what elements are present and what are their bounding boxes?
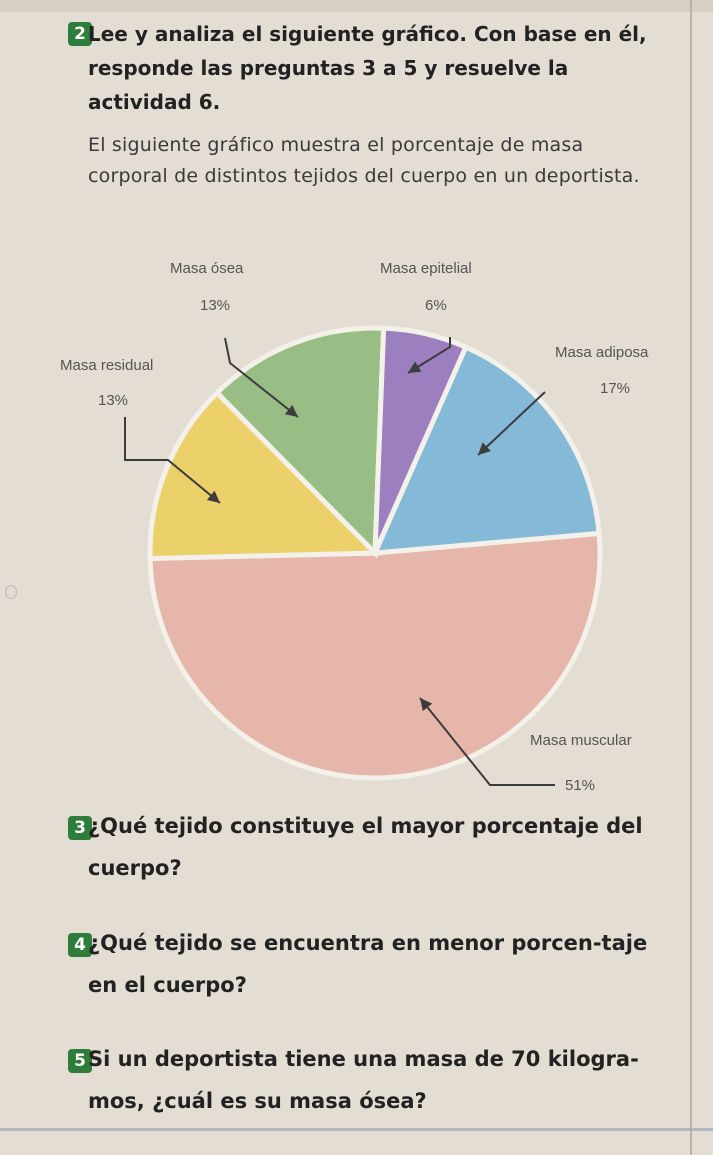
activity-title: Lee y analiza el siguiente gráfico. Con … — [88, 22, 647, 114]
arrowhead-masa-residual — [206, 490, 220, 503]
pie-slice-masa-residual — [147, 389, 381, 562]
slice-percent-masa-adiposa: 17% — [600, 380, 630, 397]
slice-percent-masa-osea: 13% — [200, 297, 230, 314]
arrow-masa-osea — [224, 337, 299, 418]
page-bottom-rule — [0, 1128, 713, 1131]
arrowhead-masa-adiposa — [478, 442, 491, 455]
arrowhead-masa-muscular — [420, 698, 433, 712]
question-4-number-badge: 4 — [68, 933, 92, 957]
question-3-number-badge: 3 — [68, 816, 92, 840]
question-4-text: ¿Qué tejido se encuentra en menor porcen… — [88, 931, 648, 997]
pie-slice-masa-muscular — [147, 530, 603, 781]
page-top-strip — [0, 0, 713, 12]
slice-name-masa-muscular: Masa muscular — [530, 732, 632, 749]
arrow-masa-residual — [124, 417, 221, 504]
pie-chart: Masa muscular 51% Masa residual 13% Masa óse… — [60, 260, 649, 794]
arrowhead-masa-osea — [284, 404, 298, 417]
question-3-text: ¿Qué tejido constituye el mayor porcenta… — [88, 814, 643, 880]
slice-percent-masa-epitelial: 6% — [425, 297, 447, 314]
arrow-masa-epitelial — [407, 337, 451, 374]
margin-mark — [5, 585, 17, 599]
arrow-masa-muscular — [419, 697, 555, 786]
arrow-masa-adiposa — [477, 391, 546, 456]
pie-slice-masa-osea — [213, 325, 387, 559]
page-right-edge — [690, 0, 692, 1155]
arrowhead-masa-epitelial — [408, 361, 422, 373]
slice-percent-masa-residual: 13% — [98, 392, 128, 409]
slice-name-masa-osea: Masa ósea — [170, 260, 244, 277]
question-5-number-badge: 5 — [68, 1049, 92, 1073]
slice-name-masa-adiposa: Masa adiposa — [555, 344, 649, 361]
slice-name-masa-epitelial: Masa epitelial — [380, 260, 472, 277]
question-5-text: Si un deportista tiene una masa de 70 ki… — [88, 1047, 639, 1113]
slice-percent-masa-muscular: 51% — [565, 777, 595, 794]
slice-name-masa-residual: Masa residual — [60, 357, 153, 374]
activity-number-badge: 2 — [68, 22, 92, 46]
activity-intro: El siguiente gráfico muestra el porcenta… — [88, 134, 640, 187]
